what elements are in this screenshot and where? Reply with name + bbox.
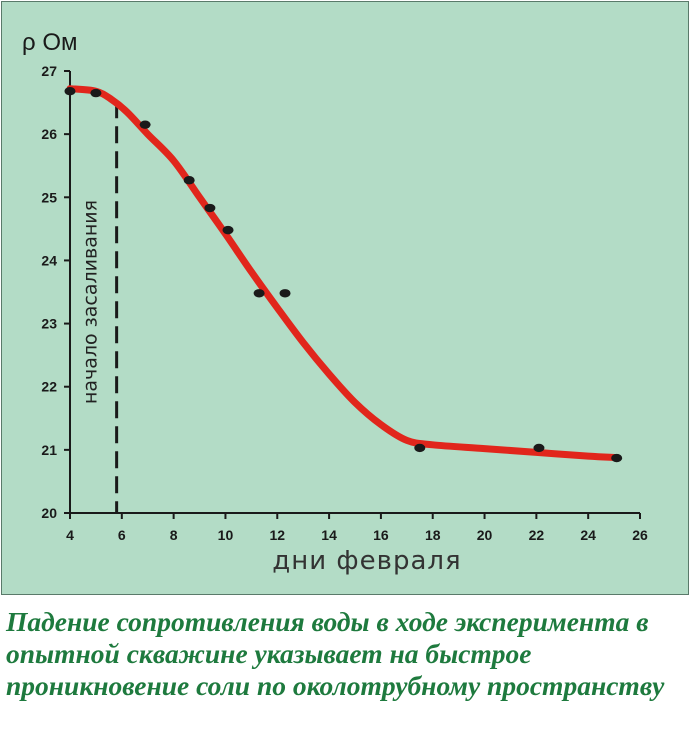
data-points-layer [64,87,623,463]
y-axis-label: ρ Ом [22,29,78,56]
x-tick-label: 18 [425,527,441,543]
y-tick-label: 20 [41,505,57,521]
figure-caption: Падение сопротивления воды в ходе экспер… [6,606,665,701]
data-point [183,176,195,185]
annotation-layer: начало засаливания [80,101,119,513]
data-point [533,443,545,453]
fit-curve-layer [66,85,618,461]
annotation-label: начало засаливания [80,200,102,404]
x-tick-label: 20 [477,527,493,543]
x-tick-label: 22 [529,527,545,543]
y-tick-label: 25 [41,189,57,205]
x-tick-label: 16 [373,527,389,543]
x-tick-label: 4 [66,527,74,543]
y-tick-label: 24 [41,252,57,268]
axes: 20 21 22 23 24 25 26 27 4 6 8 10 12 14 16 18 20 22 24 26 [41,63,648,543]
data-point [279,289,291,298]
data-point [222,225,234,235]
x-tick-label: 8 [170,527,178,543]
chart-panel: 20 21 22 23 24 25 26 27 4 6 8 10 12 14 16 18 20 22 24 26 на… [1,1,689,595]
y-tick-label: 21 [41,442,57,458]
data-point [611,453,623,463]
data-point [139,120,151,129]
y-tick-label: 22 [41,379,57,395]
x-tick-label: 26 [632,527,648,543]
x-tick-label: 10 [218,527,234,543]
y-tick-label: 27 [41,63,57,79]
fit-curve [66,85,618,461]
chart-svg: 20 21 22 23 24 25 26 27 4 6 8 10 12 14 16 18 20 22 24 26 на… [22,29,648,576]
x-tick-label: 24 [580,527,596,543]
data-point [204,203,216,213]
y-tick-label: 23 [41,316,57,332]
data-point [253,289,265,298]
x-tick-label: 14 [321,527,337,543]
x-axis-label: дни февраля [272,546,461,576]
x-tick-label: 6 [118,527,126,543]
data-point [90,88,102,98]
data-point [414,443,426,453]
y-tick-label: 26 [41,126,57,142]
x-tick-label: 12 [269,527,285,543]
data-point [64,87,76,96]
